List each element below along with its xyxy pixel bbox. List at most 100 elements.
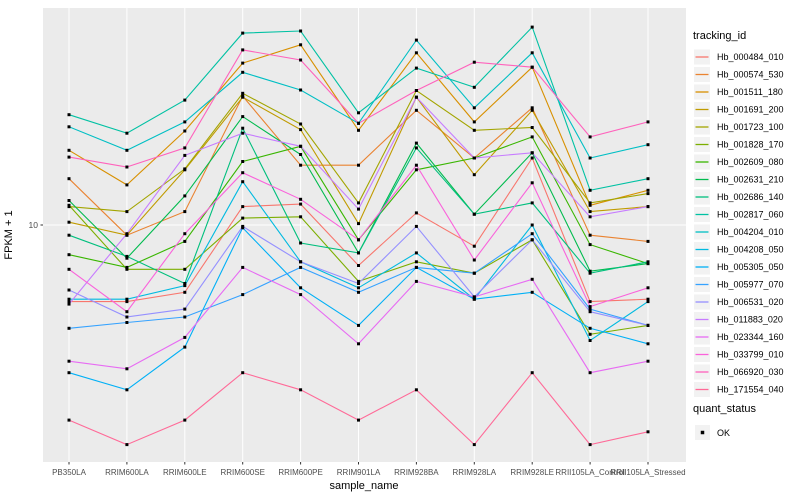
data-point xyxy=(472,212,476,216)
data-point xyxy=(241,293,245,297)
legend-item-label: Hb_001828_170 xyxy=(717,140,784,150)
data-point xyxy=(588,300,592,304)
data-point xyxy=(646,188,650,192)
data-point xyxy=(357,222,360,226)
data-point xyxy=(646,120,650,124)
data-point xyxy=(299,144,303,148)
data-point xyxy=(472,244,476,248)
data-point xyxy=(357,207,360,211)
data-point xyxy=(357,290,360,294)
data-point xyxy=(125,254,129,258)
data-point xyxy=(472,297,476,301)
data-point xyxy=(588,371,592,375)
data-point xyxy=(241,171,245,175)
data-point xyxy=(183,210,187,214)
data-point xyxy=(588,201,592,205)
data-point xyxy=(67,113,71,117)
data-point xyxy=(241,61,245,65)
data-point xyxy=(414,66,418,70)
data-point xyxy=(125,267,129,271)
data-point xyxy=(183,194,187,198)
data-point xyxy=(67,199,71,202)
data-point xyxy=(588,243,592,247)
data-point xyxy=(67,371,71,375)
data-point xyxy=(472,60,476,64)
data-point xyxy=(646,143,650,147)
data-point xyxy=(125,300,129,304)
data-point xyxy=(414,211,418,215)
data-point xyxy=(588,326,592,330)
data-point xyxy=(646,260,650,264)
data-point xyxy=(588,339,592,342)
data-point xyxy=(646,359,650,363)
data-point xyxy=(299,128,303,132)
legend-title: tracking_id xyxy=(693,30,746,42)
x-tick-labels: PB350LA RRIM600LA RRIM600LE RRIM600SE RRIM60… xyxy=(52,468,685,477)
data-point xyxy=(357,282,360,285)
data-point xyxy=(530,51,534,55)
data-point xyxy=(588,443,592,447)
data-point xyxy=(646,342,650,346)
data-point xyxy=(472,156,476,160)
data-point xyxy=(530,135,534,139)
data-point xyxy=(414,279,418,283)
data-point xyxy=(588,210,592,214)
data-point xyxy=(299,88,303,92)
legend-item-label: Hb_005977_070 xyxy=(717,280,784,290)
data-point xyxy=(414,163,418,167)
data-point xyxy=(588,135,592,139)
legend: tracking_id Hb_000484_010Hb_000574_530Hb… xyxy=(693,30,784,440)
data-point xyxy=(299,260,303,264)
data-point xyxy=(530,238,534,242)
data-point xyxy=(241,205,245,209)
data-point xyxy=(588,307,592,311)
data-point xyxy=(241,131,245,135)
data-point xyxy=(125,367,129,371)
legend-item-label: Hb_002631_210 xyxy=(717,175,784,185)
data-point xyxy=(241,31,245,35)
data-point xyxy=(241,216,245,220)
data-point xyxy=(241,224,245,228)
data-point xyxy=(414,108,418,112)
data-point xyxy=(646,177,650,181)
x-tick-label: PB350LA xyxy=(52,468,86,477)
data-point xyxy=(530,181,534,185)
data-point xyxy=(67,253,71,257)
legend-item-label: Hb_033799_010 xyxy=(717,350,784,360)
data-point xyxy=(472,258,476,262)
data-point xyxy=(414,265,418,269)
y-tick-label: 10 xyxy=(29,220,39,230)
data-point xyxy=(530,65,534,69)
data-point xyxy=(530,106,534,110)
data-point xyxy=(125,256,129,260)
data-point xyxy=(67,418,71,422)
data-point xyxy=(241,371,245,375)
x-axis-title: sample_name xyxy=(329,480,398,492)
data-point xyxy=(299,215,303,219)
data-point xyxy=(357,163,360,167)
data-point xyxy=(646,297,650,301)
data-point xyxy=(299,163,303,167)
data-point xyxy=(299,293,303,297)
data-point xyxy=(357,121,360,125)
data-point xyxy=(472,271,476,275)
data-point xyxy=(125,165,129,169)
data-point xyxy=(183,345,187,349)
legend-item-label: Hb_171554_040 xyxy=(717,385,784,395)
data-point xyxy=(67,177,71,181)
data-point xyxy=(299,43,303,47)
data-point xyxy=(588,271,592,275)
legend-item-label: Hb_011883_020 xyxy=(717,315,783,325)
data-point xyxy=(414,388,418,392)
data-point xyxy=(530,151,534,155)
data-point xyxy=(183,129,187,133)
data-point xyxy=(588,269,592,273)
legend-item-label: Hb_002609_080 xyxy=(717,157,784,167)
data-point xyxy=(183,146,187,150)
data-point xyxy=(125,183,129,187)
legend-item-label: Hb_000484_010 xyxy=(717,52,784,62)
x-tick-label: RRIM600LA xyxy=(105,468,149,477)
data-point xyxy=(472,173,476,177)
data-point xyxy=(241,265,245,269)
data-point xyxy=(414,89,418,92)
